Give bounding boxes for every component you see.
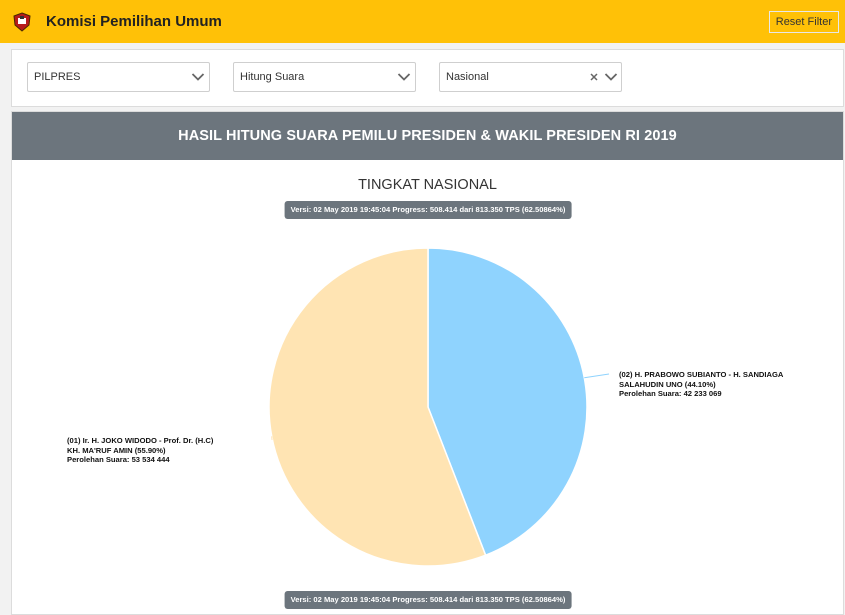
pie-label-line: (02) H. PRABOWO SUBIANTO - H. SANDIAGA (619, 370, 784, 379)
close-icon[interactable] (587, 63, 601, 91)
reset-filter-button[interactable]: Reset Filter (768, 10, 839, 33)
filter-panel: PILPRES Hitung Suara Nasional (11, 49, 844, 107)
app-title: Komisi Pemilihan Umum (46, 13, 222, 30)
top-bar: Komisi Pemilihan Umum Reset Filter (0, 0, 845, 43)
version-badge-bottom: Versi: 02 May 2019 19:45:04 Progress: 50… (284, 591, 572, 609)
version-badge-top: Versi: 02 May 2019 19:45:04 Progress: 50… (284, 201, 572, 219)
pie-slice-0[interactable] (427, 247, 588, 557)
region-select[interactable]: Nasional (439, 62, 622, 92)
pie-chart (268, 247, 610, 567)
chart-subtitle: TINGKAT NASIONAL (358, 177, 497, 193)
election-type-select[interactable]: PILPRES (27, 62, 210, 92)
pie-label-votes: Perolehan Suara: 53 534 444 (67, 455, 170, 464)
chevron-down-icon[interactable] (393, 63, 415, 91)
pie-label-votes: Perolehan Suara: 42 233 069 (619, 389, 722, 398)
count-type-select[interactable]: Hitung Suara (233, 62, 416, 92)
kpu-logo-icon (10, 10, 34, 34)
chevron-down-icon[interactable] (187, 63, 209, 91)
pie-label-line: KH. MA'RUF AMIN (55.90%) (67, 445, 166, 455)
count-type-value: Hitung Suara (240, 71, 305, 83)
pie-label-line: (01) Ir. H. JOKO WIDODO - Prof. Dr. (H.C… (67, 436, 214, 445)
chart-card: HASIL HITUNG SUARA PEMILU PRESIDEN & WAK… (11, 111, 844, 615)
pie-label-jokowi: (01) Ir. H. JOKO WIDODO - Prof. Dr. (H.C… (67, 436, 213, 465)
region-value: Nasional (446, 71, 489, 83)
pie-leader-line-0 (584, 373, 610, 379)
pie-label-prabowo: (02) H. PRABOWO SUBIANTO - H. SANDIAGA S… (619, 370, 783, 399)
election-type-value: PILPRES (34, 71, 81, 83)
pie-label-line: SALAHUDIN UNO (44.10%) (619, 379, 716, 389)
card-header: HASIL HITUNG SUARA PEMILU PRESIDEN & WAK… (12, 112, 843, 160)
chevron-down-icon[interactable] (601, 63, 621, 91)
